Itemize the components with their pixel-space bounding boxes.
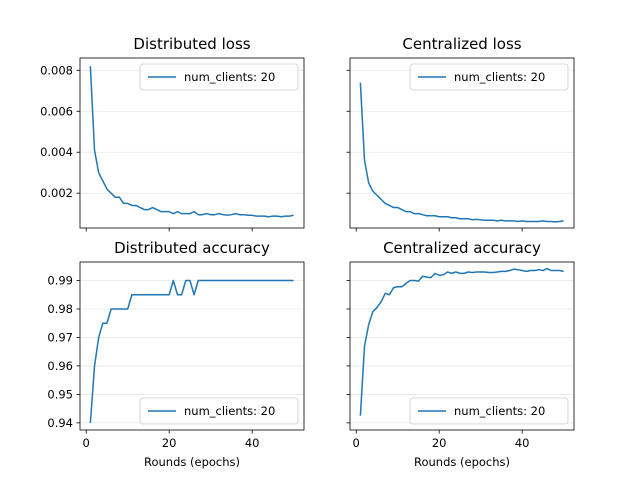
x-axis-label: Rounds (epochs)	[144, 455, 240, 469]
plot-frame	[349, 57, 575, 229]
series-line	[89, 279, 294, 423]
chart-panel-0: 0.002 0.004 0.006 0.008 Distributed loss num_…	[40, 35, 305, 232]
legend-label: num_clients: 20	[184, 70, 275, 84]
plot-frame	[79, 57, 305, 229]
legend-label: num_clients: 20	[454, 404, 545, 418]
x-tick-label: 0	[83, 436, 90, 450]
chart-panel-3: 0 20 40 Centralized accuracy Rounds (epochs)…	[346, 239, 575, 469]
legend-label: num_clients: 20	[454, 70, 545, 84]
legend-box	[409, 397, 569, 425]
chart-title: Centralized accuracy	[383, 239, 541, 257]
legend: num_clients: 20	[409, 63, 569, 91]
y-tick-label: 0.002	[40, 186, 73, 200]
legend: num_clients: 20	[409, 397, 569, 425]
x-tick-label: 20	[432, 436, 447, 450]
y-tick-label: 0.94	[47, 416, 73, 430]
chart-title: Centralized loss	[402, 35, 521, 53]
y-tick-label: 0.98	[47, 302, 73, 316]
legend-box	[139, 63, 299, 91]
plot-frame	[79, 261, 305, 431]
y-tick-label: 0.006	[40, 104, 73, 118]
chart-title: Distributed loss	[133, 35, 250, 53]
x-axis-label: Rounds (epochs)	[414, 455, 510, 469]
legend-box	[139, 397, 299, 425]
chart-panel-2: 0.94 0.95 0.96 0.97 0.98 0.99 0 20 40 Distributed…	[47, 239, 305, 469]
y-tick-label: 0.95	[47, 387, 73, 401]
legend: num_clients: 20	[139, 397, 299, 425]
series-line	[359, 82, 564, 223]
legend: num_clients: 20	[139, 63, 299, 91]
plot-frame	[349, 261, 575, 431]
chart-title: Distributed accuracy	[114, 239, 270, 257]
series-line	[89, 66, 294, 218]
x-tick-label: 40	[515, 436, 530, 450]
legend-label: num_clients: 20	[184, 404, 275, 418]
x-tick-label: 0	[353, 436, 360, 450]
x-tick-label: 20	[162, 436, 177, 450]
y-tick-label: 0.008	[40, 63, 73, 77]
y-tick-label: 0.96	[47, 359, 73, 373]
y-tick-label: 0.99	[47, 274, 73, 288]
x-tick-label: 40	[245, 436, 260, 450]
y-tick-label: 0.97	[47, 330, 73, 344]
legend-box	[409, 63, 569, 91]
chart-panel-1: Centralized loss num_clients: 20	[346, 35, 575, 232]
series-line	[359, 267, 564, 416]
y-tick-label: 0.004	[40, 145, 73, 159]
